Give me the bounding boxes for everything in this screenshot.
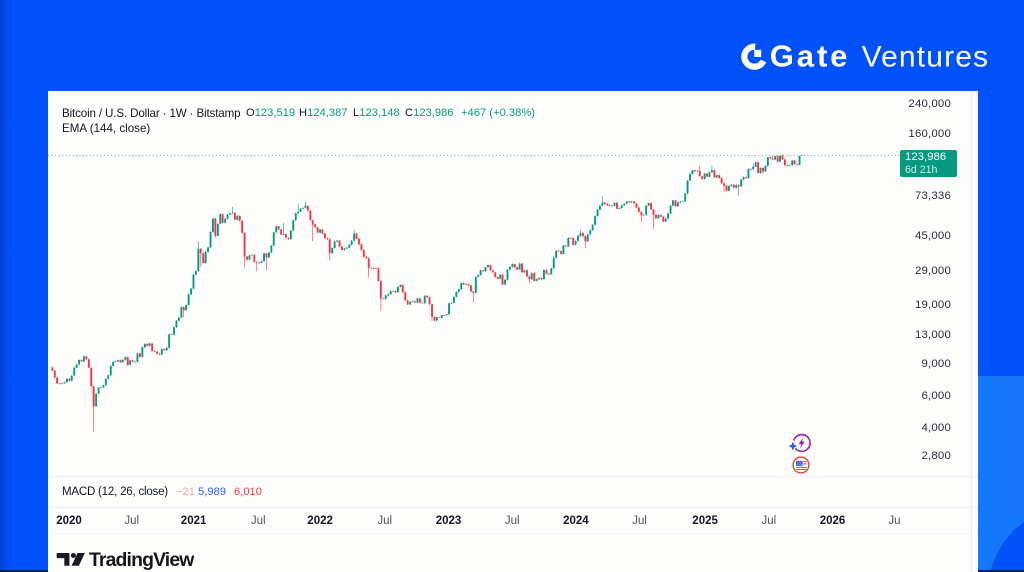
svg-text:Ventures: Ventures bbox=[862, 41, 990, 74]
svg-text:TradingView: TradingView bbox=[89, 549, 195, 571]
svg-text:Gate: Gate bbox=[770, 39, 851, 74]
